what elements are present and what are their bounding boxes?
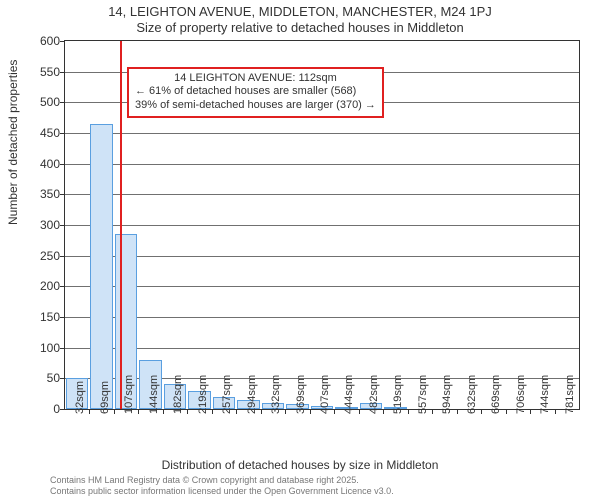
ytick-label: 300 [20,218,60,232]
y-axis-label: Number of detached properties [6,60,20,225]
ytick-label: 500 [20,95,60,109]
ytick-mark [60,72,65,73]
xtick-mark [555,409,556,414]
xtick-mark [530,409,531,414]
x-axis-label: Distribution of detached houses by size … [0,458,600,472]
ytick-mark [60,348,65,349]
ytick-label: 0 [20,402,60,416]
xtick-mark [261,409,262,414]
xtick-mark [89,409,90,414]
chart-plot-area: 14 LEIGHTON AVENUE: 112sqm← 61% of detac… [64,40,580,410]
annotation-line2: ← 61% of detached houses are smaller (56… [135,85,376,99]
xtick-mark [212,409,213,414]
reference-vline [120,41,122,409]
xtick-mark [457,409,458,414]
ytick-label: 150 [20,310,60,324]
ytick-label: 200 [20,279,60,293]
annotation-line1: 14 LEIGHTON AVENUE: 112sqm [135,72,376,86]
ytick-label: 600 [20,34,60,48]
xtick-mark [163,409,164,414]
ytick-mark [60,102,65,103]
gridline-h [65,286,579,287]
bar [90,124,113,409]
ytick-label: 450 [20,126,60,140]
xtick-mark [187,409,188,414]
ytick-label: 550 [20,65,60,79]
ytick-label: 100 [20,341,60,355]
footer-line2: Contains public sector information licen… [50,486,394,497]
footer-attribution: Contains HM Land Registry data © Crown c… [50,475,394,497]
chart-title-line1: 14, LEIGHTON AVENUE, MIDDLETON, MANCHEST… [0,4,600,19]
xtick-mark [114,409,115,414]
ytick-label: 250 [20,249,60,263]
ytick-mark [60,256,65,257]
ytick-label: 400 [20,157,60,171]
xtick-mark [383,409,384,414]
ytick-mark [60,286,65,287]
xtick-mark [408,409,409,414]
xtick-mark [334,409,335,414]
xtick-mark [285,409,286,414]
gridline-h [65,225,579,226]
xtick-mark [481,409,482,414]
footer-line1: Contains HM Land Registry data © Crown c… [50,475,394,486]
chart-title-line2: Size of property relative to detached ho… [0,20,600,35]
gridline-h [65,256,579,257]
xtick-mark [310,409,311,414]
ytick-label: 50 [20,371,60,385]
gridline-h [65,317,579,318]
ytick-mark [60,378,65,379]
gridline-h [65,133,579,134]
ytick-mark [60,194,65,195]
xtick-mark [359,409,360,414]
annotation-box: 14 LEIGHTON AVENUE: 112sqm← 61% of detac… [127,67,384,118]
ytick-mark [60,225,65,226]
ytick-label: 350 [20,187,60,201]
ytick-mark [60,409,65,410]
gridline-h [65,164,579,165]
ytick-mark [60,133,65,134]
xtick-mark [506,409,507,414]
gridline-h [65,194,579,195]
gridline-h [65,348,579,349]
ytick-mark [60,317,65,318]
xtick-mark [236,409,237,414]
annotation-line3: 39% of semi-detached houses are larger (… [135,99,376,113]
xtick-mark [432,409,433,414]
xtick-mark [138,409,139,414]
ytick-mark [60,164,65,165]
ytick-mark [60,41,65,42]
